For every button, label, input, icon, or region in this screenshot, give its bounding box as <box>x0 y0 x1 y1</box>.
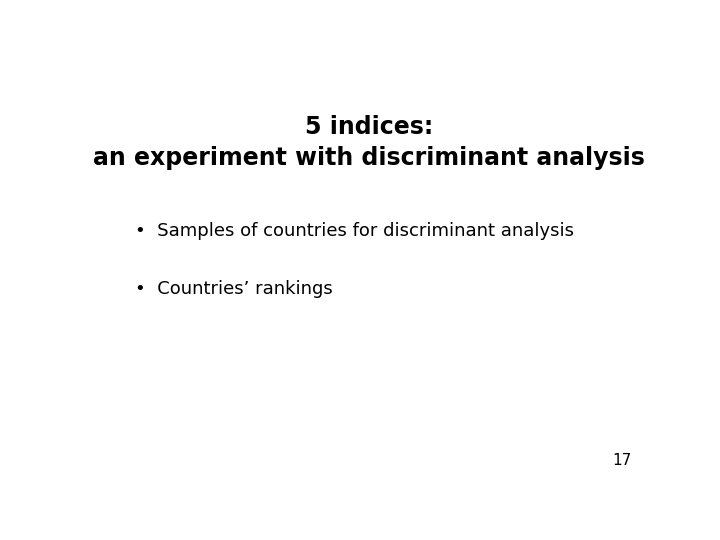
Text: •  Countries’ rankings: • Countries’ rankings <box>135 280 333 298</box>
Text: 17: 17 <box>612 453 631 468</box>
Text: 5 indices:
an experiment with discriminant analysis: 5 indices: an experiment with discrimina… <box>93 114 645 170</box>
Text: •  Samples of countries for discriminant analysis: • Samples of countries for discriminant … <box>135 222 574 240</box>
